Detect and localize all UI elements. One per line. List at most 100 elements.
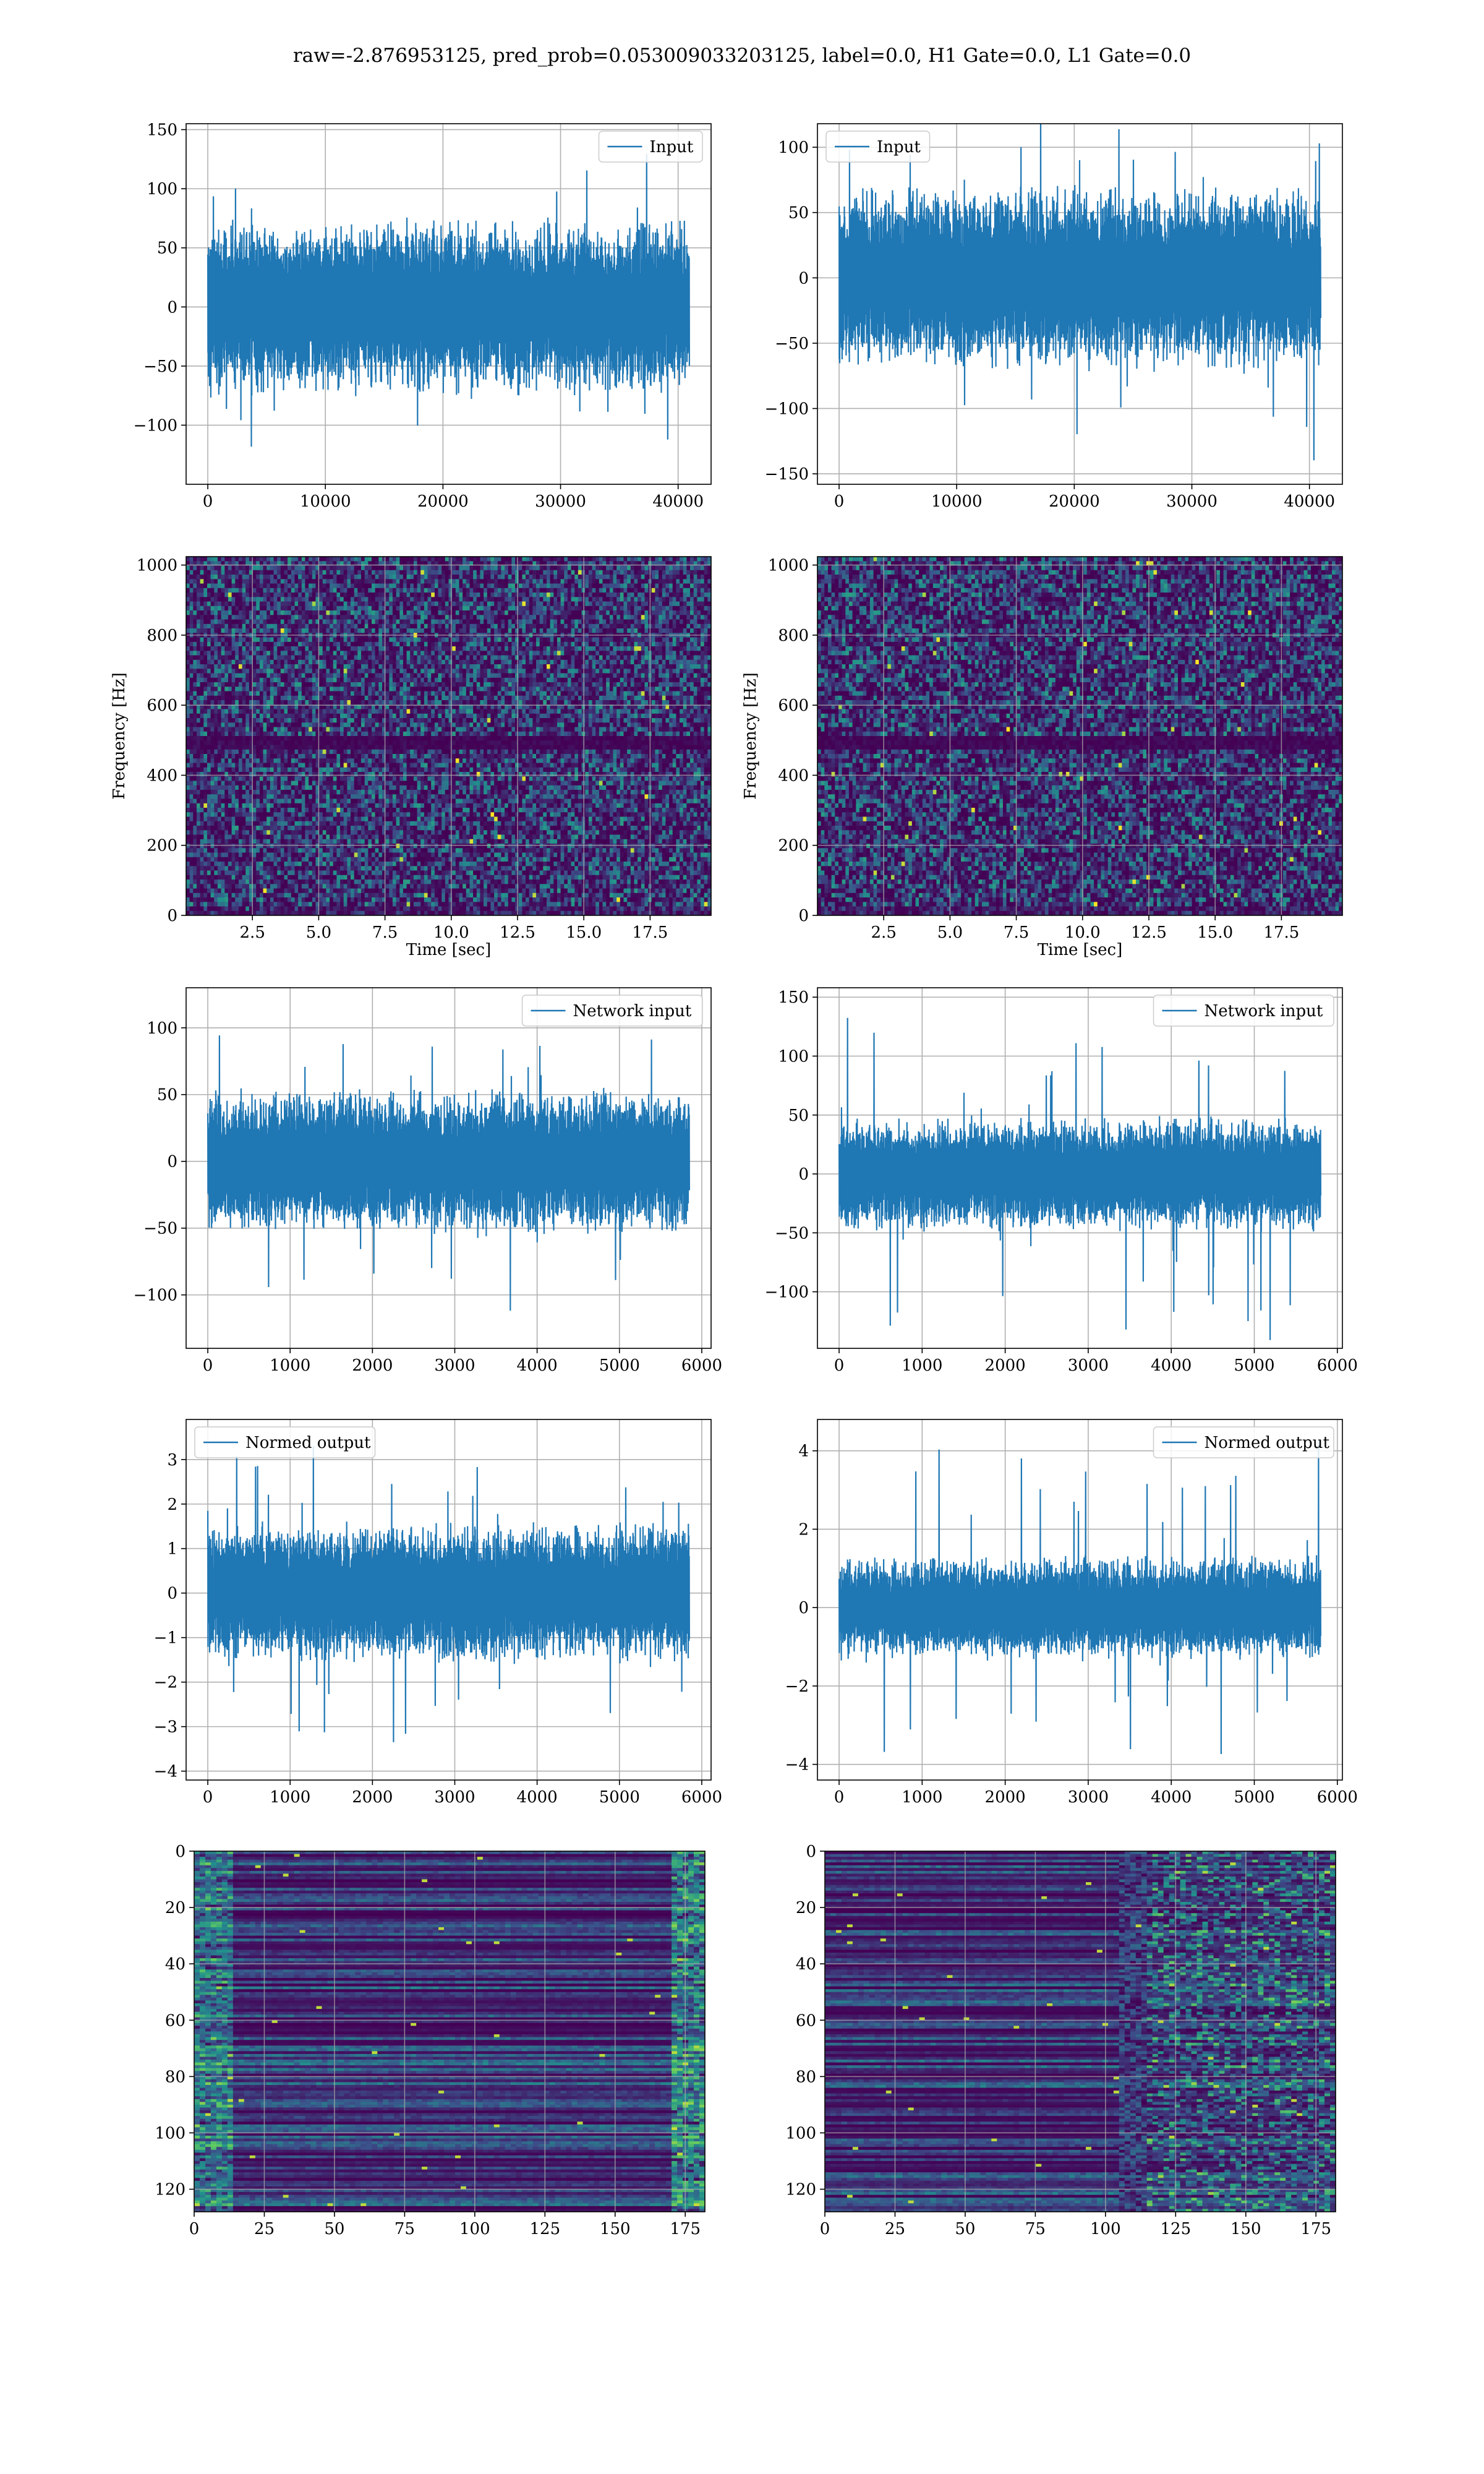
x-tick-label: 175 <box>1300 2220 1331 2238</box>
series-line <box>838 1440 1321 1755</box>
x-tick-label: 4000 <box>517 1356 558 1375</box>
y-tick-label: −3 <box>154 1718 177 1737</box>
x-tick-label: 6000 <box>681 1788 722 1807</box>
y-axis-label: Frequency [Hz] <box>110 672 129 800</box>
x-tick-label: 100 <box>1090 2220 1121 2238</box>
x-tick-label: 2000 <box>352 1788 393 1807</box>
x-tick-label: 5.0 <box>937 923 963 942</box>
y-tick-label: 50 <box>157 239 177 258</box>
x-tick-label: 0 <box>834 1788 845 1807</box>
legend-box <box>521 995 703 1027</box>
x-tick-label: 125 <box>529 2220 560 2238</box>
legend-label: Input <box>650 138 694 156</box>
heatmap-image <box>825 1851 1336 2212</box>
y-tick-label: 0 <box>167 907 177 925</box>
x-tick-label: 6000 <box>1317 1788 1358 1807</box>
y-tick-label: 100 <box>778 139 809 157</box>
y-tick-label: 2 <box>798 1520 809 1539</box>
x-tick-label: 3000 <box>434 1788 475 1807</box>
y-tick-label: 100 <box>147 1019 177 1038</box>
y-tick-label: 50 <box>157 1086 177 1105</box>
axes-frame <box>186 1419 712 1781</box>
grid-lines <box>817 557 1342 915</box>
y-tick-label: 100 <box>147 180 177 199</box>
series-line <box>207 1446 690 1742</box>
x-axis-label: Time [sec] <box>406 941 492 959</box>
x-tick-label: 30000 <box>535 492 586 511</box>
figure-title: raw=-2.876953125, pred_prob=0.0530090332… <box>0 45 1484 67</box>
axes-frame <box>817 1419 1343 1781</box>
y-tick-label: 600 <box>147 696 177 715</box>
x-tick-label: 150 <box>1230 2220 1261 2238</box>
x-tick-label: 75 <box>394 2220 415 2238</box>
x-tick-label: 6000 <box>681 1356 722 1375</box>
y-tick-label: 200 <box>147 837 177 855</box>
y-tick-label: −100 <box>765 400 809 418</box>
series-line <box>838 124 1321 461</box>
x-tick-label: 100 <box>459 2220 490 2238</box>
chart-row1-left: 0 10000 20000 30000 40000 −100 −50 0 50 100 150 Inp… <box>134 121 712 511</box>
y-tick-label: 20 <box>796 1899 816 1917</box>
x-tick-label: 50 <box>324 2220 344 2238</box>
y-tick-label: −50 <box>143 357 177 376</box>
y-tick-label: 800 <box>778 627 809 645</box>
x-tick-label: 2000 <box>985 1788 1026 1807</box>
x-tick-label: 6000 <box>1317 1356 1358 1375</box>
y-tick-label: 400 <box>147 766 177 785</box>
y-tick-label: 0 <box>167 1153 177 1171</box>
y-tick-label: −2 <box>785 1677 809 1696</box>
axes-frame <box>186 987 712 1349</box>
legend: Network input <box>521 995 703 1027</box>
x-tick-label: 50 <box>955 2220 975 2238</box>
y-tick-label: 1000 <box>137 557 177 575</box>
y-axis-label: Frequency [Hz] <box>741 672 760 800</box>
chart-row1-right: 0 10000 20000 30000 40000 −150 −100 −50 0 50 100 In… <box>765 123 1343 511</box>
y-tick-label: 60 <box>796 2011 816 2030</box>
y-tick-label: 0 <box>806 1843 816 1861</box>
chart-row3-left: 0 1000 2000 3000 4000 5000 6000 −100 −50 0 50 100 Ne… <box>134 987 722 1375</box>
x-tick-label: 10000 <box>931 492 983 511</box>
x-tick-label: 3000 <box>434 1356 475 1375</box>
y-tick-label: 4 <box>798 1442 809 1461</box>
y-tick-label: 800 <box>147 627 177 645</box>
legend-box <box>194 1426 376 1458</box>
y-tick-label: 80 <box>165 2068 186 2086</box>
legend-label: Network input <box>573 1002 692 1021</box>
y-tick-label: 20 <box>165 1899 186 1917</box>
y-tick-label: 2 <box>167 1496 177 1514</box>
y-tick-label: −4 <box>154 1763 177 1781</box>
y-tick-label: 0 <box>175 1843 186 1861</box>
x-tick-label: 1000 <box>270 1788 310 1807</box>
x-tick-label: 2.5 <box>240 923 265 942</box>
y-tick-label: 120 <box>155 2181 186 2199</box>
heatmap-image <box>817 557 1342 915</box>
legend: Normed output <box>194 1426 376 1458</box>
x-tick-label: 4000 <box>1151 1356 1192 1375</box>
x-axis-label: Time [sec] <box>1038 941 1123 959</box>
y-tick-label: −1 <box>154 1629 177 1648</box>
heatmap-image <box>194 1851 705 2212</box>
y-tick-label: 0 <box>798 1599 809 1617</box>
x-tick-label: 4000 <box>1151 1788 1192 1807</box>
y-tick-label: 3 <box>167 1451 177 1470</box>
series-line <box>207 153 690 447</box>
x-tick-label: 150 <box>600 2220 631 2238</box>
x-tick-label: 25 <box>885 2220 905 2238</box>
y-tick-label: −50 <box>775 335 809 353</box>
legend-label: Input <box>877 138 921 156</box>
axes-frame <box>817 123 1343 485</box>
y-tick-label: 1000 <box>768 557 809 575</box>
y-tick-label: 0 <box>798 1165 809 1184</box>
x-tick-label: 1000 <box>902 1788 942 1807</box>
x-tick-label: 10000 <box>300 492 351 511</box>
x-tick-label: 0 <box>820 2220 830 2238</box>
legend: Normed output <box>1153 1426 1334 1458</box>
legend-label: Normed output <box>245 1434 371 1452</box>
x-tick-label: 0 <box>834 1356 845 1375</box>
chart-row2-right: 2.5 5.0 7.5 10.0 12.5 15.0 17.5 0 200 400 600 800 10… <box>741 556 1343 959</box>
legend-label: Network input <box>1205 1002 1323 1021</box>
y-tick-label: 150 <box>147 121 177 140</box>
x-tick-label: 4000 <box>517 1788 558 1807</box>
y-tick-label: 0 <box>167 298 177 317</box>
